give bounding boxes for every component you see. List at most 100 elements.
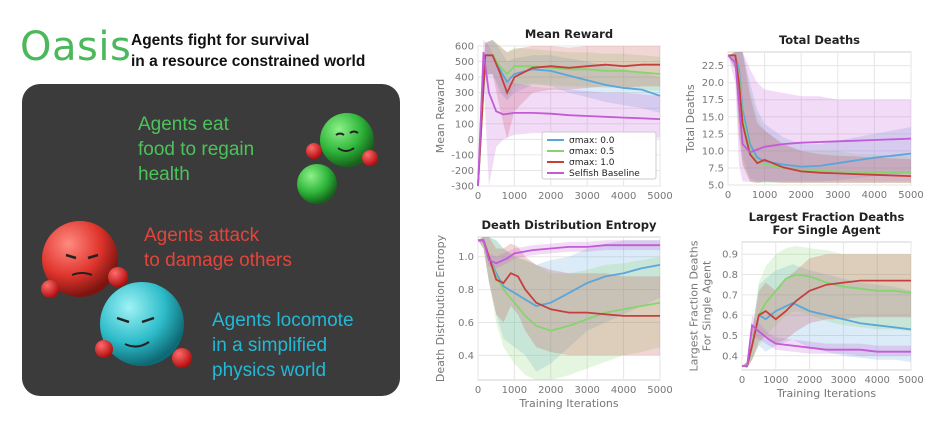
x-tick-label: 1000 bbox=[502, 191, 527, 202]
x-tick-label: 2000 bbox=[788, 190, 813, 201]
series-band-0 bbox=[478, 39, 660, 186]
caption-eat-line-1: Agents eat bbox=[138, 114, 229, 135]
y-tick-label: 17.5 bbox=[702, 95, 724, 106]
illustration-panel: Agents eat food to regain health Agents … bbox=[22, 84, 400, 396]
tagline-line-1: Agents fight for survival bbox=[131, 32, 310, 49]
series-band-2 bbox=[478, 237, 660, 356]
series-band-1 bbox=[742, 246, 911, 368]
caption-attack-line-1: Agents attack bbox=[144, 225, 260, 246]
caption-locomote-line-1: Agents locomote bbox=[212, 310, 354, 331]
x-axis-label: Training Iterations bbox=[518, 397, 619, 410]
chart-title: For Single Agent bbox=[773, 223, 881, 237]
series-band-3 bbox=[728, 52, 911, 182]
legend-label-0: σmax: 0.0 bbox=[569, 136, 615, 146]
tagline-line-2: in a resource constrained world bbox=[131, 53, 366, 70]
y-axis-label: Largest Fraction Deaths bbox=[688, 240, 701, 371]
caption-locomote-line-3: physics world bbox=[212, 360, 327, 381]
plot-frame bbox=[741, 241, 912, 371]
chart-title: Largest Fraction Deaths bbox=[749, 210, 905, 224]
series-band-1 bbox=[478, 41, 660, 186]
chart-1: 5.0 7.5 10.0 12.5 15.0 17.5 20.0 22.5 0 1000 2000 3… bbox=[684, 33, 924, 201]
x-tick-label: 5000 bbox=[647, 191, 672, 202]
x-tick-label: 5000 bbox=[647, 385, 672, 396]
x-tick-label: 0 bbox=[739, 375, 745, 386]
chart-title: Death Distribution Entropy bbox=[481, 218, 657, 232]
x-tick-label: 2000 bbox=[797, 375, 822, 386]
x-tick-label: 5000 bbox=[898, 375, 923, 386]
series-band-1 bbox=[728, 52, 911, 183]
y-tick-label: -300 bbox=[451, 182, 474, 193]
caption-attack: Agents attack to damage others bbox=[144, 223, 292, 273]
y-tick-label: 1.0 bbox=[458, 252, 474, 263]
caption-locomote: Agents locomote in a simplified physics … bbox=[212, 308, 354, 383]
x-tick-label: 3000 bbox=[831, 375, 856, 386]
y-tick-label: 15.0 bbox=[702, 112, 724, 123]
y-tick-label: 0.6 bbox=[722, 311, 738, 322]
y-axis-label: For Single Agent bbox=[701, 260, 714, 351]
caption-eat-line-2: food to regain bbox=[138, 139, 255, 160]
x-tick-label: 3000 bbox=[574, 191, 599, 202]
y-axis-label: Total Deaths bbox=[684, 84, 697, 153]
y-tick-label: 600 bbox=[455, 42, 474, 53]
legend-label-1: σmax: 0.5 bbox=[569, 147, 615, 157]
y-tick-label: 0.9 bbox=[722, 250, 738, 261]
series-band-2 bbox=[728, 52, 911, 183]
chart-3: 0.4 0.5 0.6 0.7 0.8 0.9 0 1000 2000 3000 4000 5000 L… bbox=[688, 210, 924, 400]
y-tick-label: 22.5 bbox=[702, 61, 724, 72]
chart-title: Mean Reward bbox=[525, 27, 613, 41]
series-line-3 bbox=[478, 239, 660, 265]
series-band-3 bbox=[742, 315, 911, 368]
series-band-3 bbox=[478, 39, 660, 186]
oasis-title: Oasis bbox=[20, 24, 132, 70]
series-line-2 bbox=[728, 54, 912, 177]
y-tick-label: 0.8 bbox=[722, 270, 738, 281]
x-tick-label: 4000 bbox=[864, 375, 889, 386]
cyan-agent-illustration bbox=[95, 282, 192, 368]
series-line-3 bbox=[727, 54, 912, 154]
green-agent-illustration bbox=[297, 113, 378, 204]
x-tick-label: 4000 bbox=[611, 385, 636, 396]
y-tick-label: 400 bbox=[455, 73, 474, 84]
x-tick-label: 3000 bbox=[825, 190, 850, 201]
x-tick-label: 1000 bbox=[763, 375, 788, 386]
y-axis-label: Death Distribution Entropy bbox=[434, 234, 447, 382]
x-tick-label: 2000 bbox=[538, 385, 563, 396]
chart-0: -300 -200 -100 0 100 200 300 400 500 600 0 1000 2000… bbox=[434, 27, 673, 202]
caption-attack-line-2: to damage others bbox=[144, 250, 292, 271]
x-tick-label: 5000 bbox=[898, 190, 923, 201]
x-tick-label: 2000 bbox=[538, 191, 563, 202]
y-tick-label: 500 bbox=[455, 57, 474, 68]
y-axis-label: Mean Reward bbox=[434, 79, 447, 153]
series-band-0 bbox=[728, 52, 911, 182]
series-line-2 bbox=[477, 54, 660, 187]
tagline: Agents fight for survival in a resource … bbox=[131, 30, 365, 72]
y-tick-label: 0.7 bbox=[722, 290, 738, 301]
y-tick-label: 200 bbox=[455, 104, 474, 115]
series-band-2 bbox=[742, 254, 911, 368]
legend-label-3: Selfish Baseline bbox=[569, 169, 640, 179]
y-tick-label: 0.4 bbox=[722, 351, 738, 362]
x-tick-label: 1000 bbox=[752, 190, 777, 201]
y-tick-label: 0.8 bbox=[458, 285, 474, 296]
y-tick-label: 12.5 bbox=[702, 129, 724, 140]
x-tick-label: 0 bbox=[475, 385, 481, 396]
x-tick-label: 1000 bbox=[502, 385, 527, 396]
series-band-2 bbox=[478, 39, 660, 186]
x-tick-label: 4000 bbox=[611, 191, 636, 202]
series-band-0 bbox=[478, 237, 660, 372]
y-tick-label: 0.6 bbox=[458, 318, 474, 329]
y-tick-label: 0.5 bbox=[722, 331, 738, 342]
series-line-3 bbox=[742, 323, 911, 367]
y-tick-label: -100 bbox=[451, 150, 474, 161]
red-agent-illustration bbox=[41, 221, 128, 298]
x-tick-label: 0 bbox=[725, 190, 731, 201]
y-tick-label: 7.5 bbox=[708, 163, 724, 174]
legend-label-2: σmax: 1.0 bbox=[569, 158, 615, 168]
y-tick-label: 0.4 bbox=[458, 351, 474, 362]
x-tick-label: 0 bbox=[475, 191, 481, 202]
series-line-2 bbox=[478, 239, 660, 317]
x-axis-label: Training Iterations bbox=[776, 387, 877, 400]
x-tick-label: 3000 bbox=[574, 385, 599, 396]
